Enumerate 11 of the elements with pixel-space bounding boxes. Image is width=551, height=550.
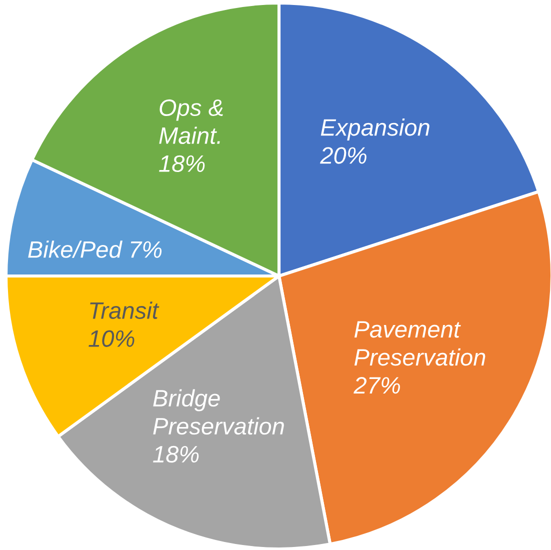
slice-label: Transit xyxy=(90,302,160,319)
data-label: 10% xyxy=(88,330,134,347)
data-label: 18% xyxy=(159,155,205,172)
data-label: 27% xyxy=(354,377,400,394)
data-label: 18% xyxy=(153,446,199,463)
slice-label: Pavement Preservation xyxy=(354,321,486,366)
slice-label: Expansion xyxy=(320,118,430,140)
slice-label: Ops & Maint. xyxy=(159,99,223,144)
data-label: 20% xyxy=(320,147,366,164)
slice-label: Bike/Ped 7% xyxy=(28,240,162,258)
slice-label: Bridge Preservation xyxy=(153,389,284,435)
